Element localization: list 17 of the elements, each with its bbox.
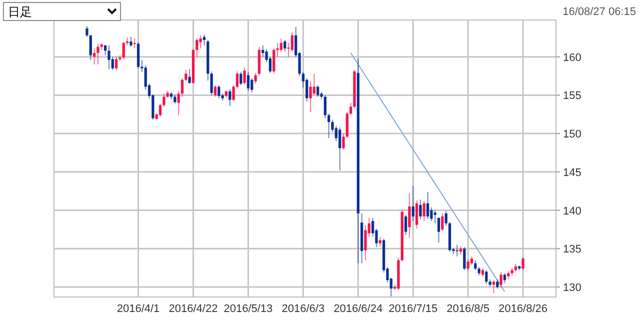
y-tick-label: 140 xyxy=(563,205,582,218)
x-tick-label: 2016/8/26 xyxy=(498,303,548,315)
y-tick-label: 155 xyxy=(563,90,582,102)
x-tick-label: 2016/7/15 xyxy=(388,303,438,315)
x-tick-label: 2016/6/24 xyxy=(334,303,383,315)
y-tick-label: 130 xyxy=(563,282,582,294)
text: 16/08/27 06:15 xyxy=(562,6,636,18)
x-tick-label: 2016/4/22 xyxy=(168,303,218,315)
text: 日足 xyxy=(3,2,121,21)
x-tick-label: 2016/4/1 xyxy=(116,303,160,315)
x-tick-label: 2016/6/3 xyxy=(282,303,325,315)
x-tick-label: 2016/5/13 xyxy=(224,303,273,315)
x-tick-label: 2016/8/5 xyxy=(446,303,490,315)
y-tick-label: 145 xyxy=(563,166,582,179)
y-tick-label: 135 xyxy=(563,244,582,256)
y-tick-label: 160 xyxy=(563,52,582,64)
y-tick-label: 150 xyxy=(563,128,582,141)
